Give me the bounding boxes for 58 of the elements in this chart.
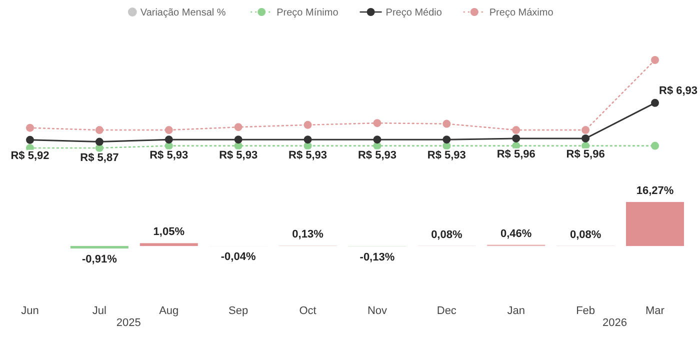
x-tick-label: Sep: [228, 305, 248, 317]
x-tick-label: Mar: [646, 305, 665, 317]
data-label: 1,05%: [153, 226, 185, 238]
point: [164, 126, 173, 134]
x-tick-label: Feb: [576, 305, 596, 317]
data-label: -0,91%: [82, 253, 118, 266]
data-label: R$ 5,93: [427, 150, 466, 162]
text: 2025: [116, 317, 141, 329]
point: [512, 134, 520, 142]
data-label: R$ 5,93: [358, 150, 396, 162]
data-label: R$ 5,93: [288, 150, 328, 162]
data-label: 0,46%: [500, 228, 532, 240]
point: [26, 124, 34, 132]
legend-label: Preço Máximo: [489, 8, 554, 18]
point: [164, 136, 173, 144]
data-label: -0,04%: [220, 251, 256, 264]
point: [512, 126, 520, 134]
point: [234, 123, 242, 132]
data-label: R$ 5,87: [80, 152, 119, 164]
point: [304, 120, 312, 129]
data-label: 0,08%: [431, 228, 462, 241]
x-tick-label: Jan: [507, 305, 525, 317]
legend-label: Preço Médio: [386, 8, 442, 18]
text: 2026: [602, 317, 627, 329]
x-tick-label: Jun: [21, 305, 39, 317]
legend-label: Preço Mínimo: [276, 8, 339, 18]
point: [582, 126, 590, 134]
data-label: 0,08%: [570, 228, 602, 241]
x-tick-label: Oct: [299, 305, 316, 317]
point: [95, 126, 104, 134]
point: [442, 120, 451, 128]
point: [304, 136, 312, 144]
point: [26, 136, 34, 144]
data-label: R$ 5,92: [10, 150, 50, 162]
point: [651, 142, 659, 150]
text: Variação Mensal %: [140, 8, 226, 18]
point: [373, 136, 382, 144]
data-label: 0,13%: [292, 228, 324, 241]
data-label: -0,13%: [360, 251, 395, 264]
x-tick-label: Aug: [159, 305, 179, 317]
x-tick-label: Dec: [436, 305, 457, 317]
point: [651, 98, 659, 107]
data-label: 16,27%: [636, 185, 674, 197]
point: [95, 138, 104, 146]
point: [442, 136, 451, 144]
data-label: R$ 5,93: [219, 150, 258, 162]
data-label: R$ 5,96: [566, 148, 605, 160]
point: [651, 56, 659, 64]
x-tick-label: Jul: [92, 305, 106, 317]
point: [373, 119, 382, 128]
bar: [140, 243, 198, 246]
point: [582, 134, 590, 142]
data-label: R$ 5,93: [150, 150, 188, 162]
bar: [626, 202, 684, 246]
x-tick-label: Nov: [367, 305, 388, 317]
point: [234, 136, 242, 144]
data-label: R$ 5,96: [496, 148, 536, 160]
data-label: R$ 6,93: [659, 84, 698, 97]
